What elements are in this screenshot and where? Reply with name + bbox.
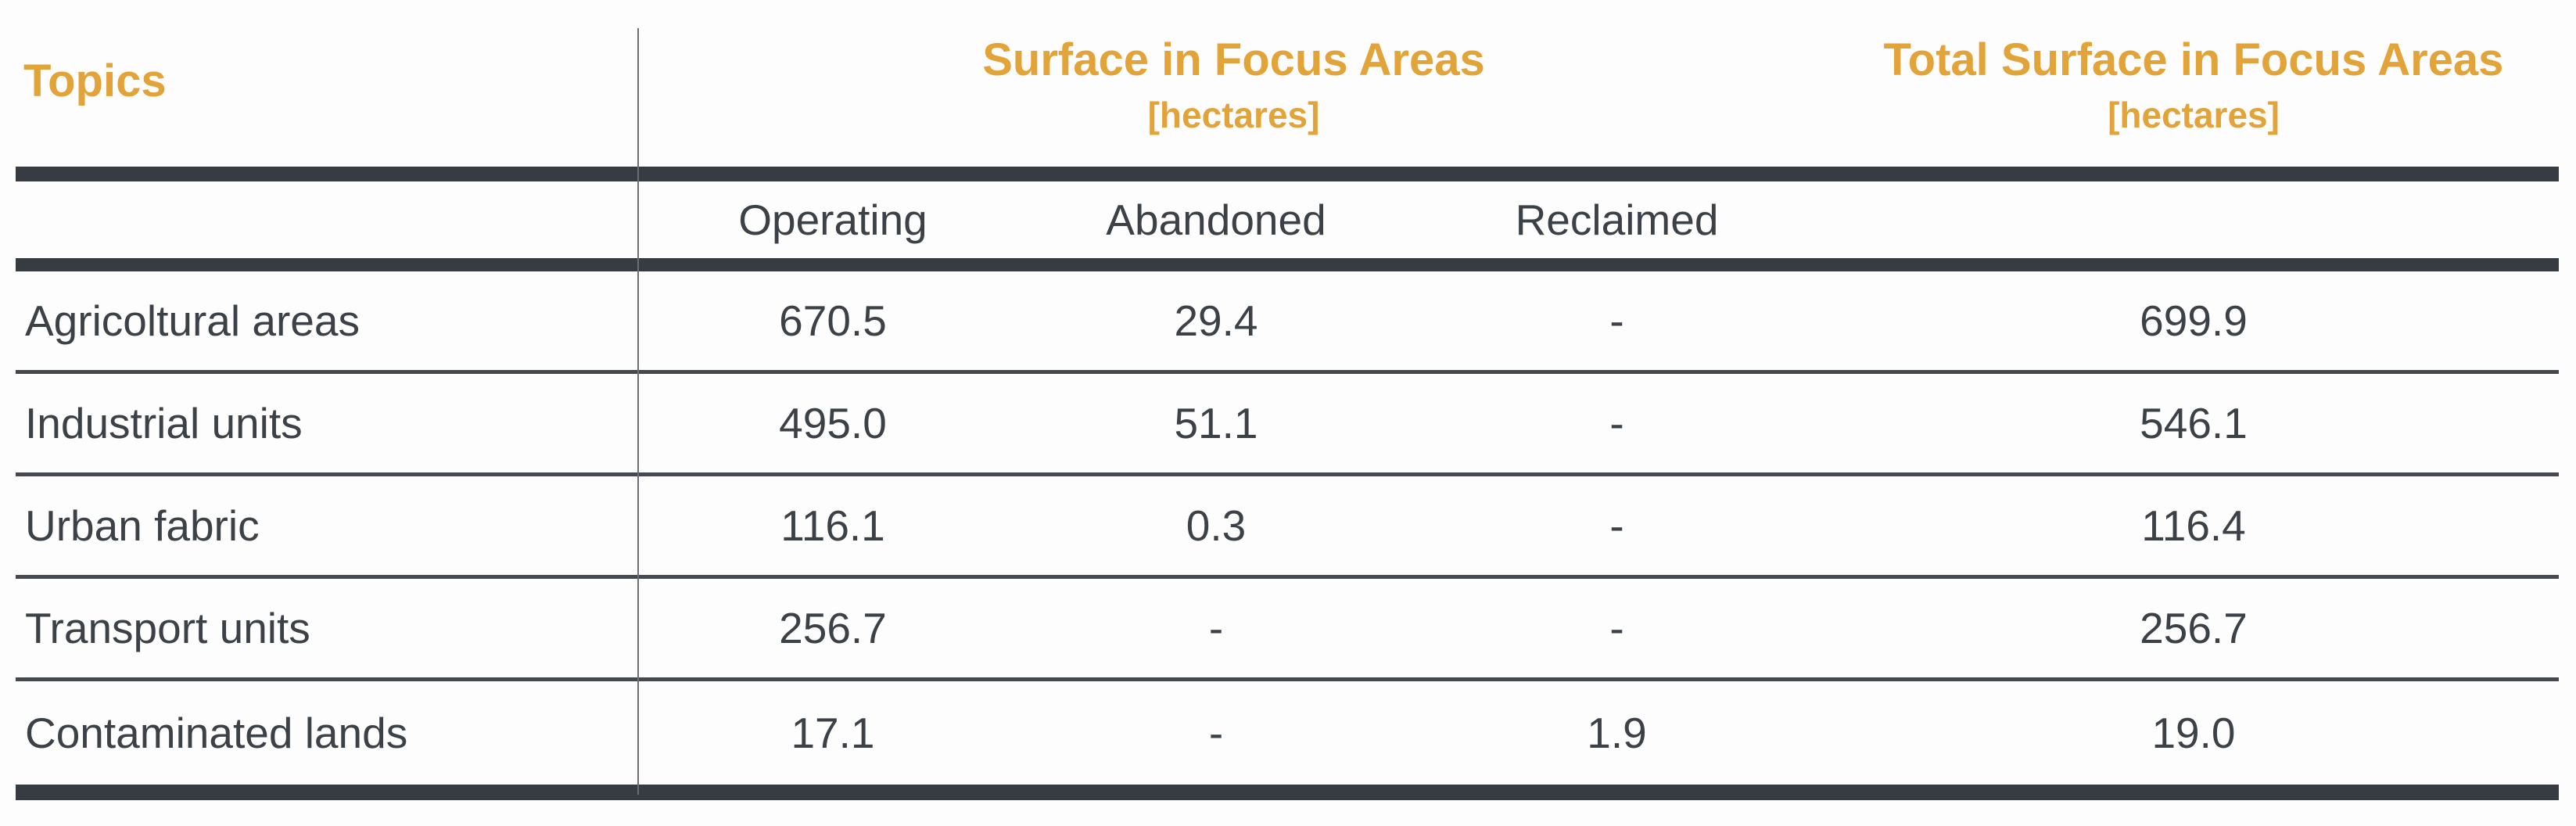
table-header: Topics Surface in Focus Areas [hectares]…	[16, 0, 2559, 167]
surface-group-header: Surface in Focus Areas [hectares]	[637, 33, 1830, 138]
subheader-operating: Operating	[738, 196, 927, 244]
value-cell-operating: 670.5	[779, 296, 887, 345]
value-cell-operating: 256.7	[779, 604, 887, 652]
value-cell-reclaimed: -	[1609, 501, 1624, 550]
value-cell-total: 256.7	[2140, 604, 2248, 652]
total-surface-group-header: Total Surface in Focus Areas [hectares]	[1830, 33, 2557, 138]
column-divider-line	[637, 28, 639, 795]
table-row: Transport units 256.7 - - 256.7	[16, 579, 2559, 681]
surface-group-title: Surface in Focus Areas	[982, 34, 1485, 85]
value-cell-reclaimed: -	[1609, 296, 1624, 345]
value-cell-operating: 17.1	[791, 709, 875, 757]
value-cell-abandoned: -	[1208, 604, 1224, 652]
topics-column-header: Topics	[23, 56, 167, 106]
value-cell-total: 699.9	[2140, 296, 2248, 345]
table-row: Industrial units 495.0 51.1 - 546.1	[16, 374, 2559, 476]
subheader-row: Operating Abandoned Reclaimed	[16, 181, 2559, 258]
subheader-abandoned: Abandoned	[1106, 196, 1326, 244]
table-bottom-rule	[16, 785, 2559, 800]
value-cell-abandoned: -	[1208, 709, 1224, 757]
surface-focus-areas-table: Topics Surface in Focus Areas [hectares]…	[16, 0, 2559, 800]
header-rule-bottom	[16, 258, 2559, 271]
topic-cell: Industrial units	[25, 399, 303, 447]
table-row: Contaminated lands 17.1 - 1.9 19.0	[16, 681, 2559, 785]
table-row: Urban fabric 116.1 0.3 - 116.4	[16, 476, 2559, 579]
value-cell-operating: 116.1	[780, 501, 885, 550]
topic-cell: Transport units	[25, 604, 310, 652]
total-surface-group-title: Total Surface in Focus Areas	[1883, 34, 2504, 85]
topic-cell: Urban fabric	[25, 501, 260, 550]
value-cell-operating: 495.0	[779, 399, 887, 447]
value-cell-reclaimed: 1.9	[1587, 709, 1647, 757]
value-cell-reclaimed: -	[1609, 399, 1624, 447]
total-surface-group-unit: [hectares]	[2108, 95, 2280, 135]
value-cell-total: 19.0	[2151, 709, 2236, 757]
surface-group-unit: [hectares]	[1147, 95, 1320, 135]
value-cell-abandoned: 51.1	[1174, 399, 1258, 447]
value-cell-total: 116.4	[2141, 501, 2246, 550]
value-cell-abandoned: 0.3	[1186, 501, 1247, 550]
value-cell-reclaimed: -	[1609, 604, 1624, 652]
topic-cell: Agricoltural areas	[25, 296, 360, 345]
value-cell-abandoned: 29.4	[1174, 296, 1258, 345]
table-row: Agricoltural areas 670.5 29.4 - 699.9	[16, 271, 2559, 374]
value-cell-total: 546.1	[2140, 399, 2248, 447]
topic-cell: Contaminated lands	[25, 709, 408, 757]
header-rule-top	[16, 167, 2559, 181]
subheader-reclaimed: Reclaimed	[1515, 196, 1719, 244]
